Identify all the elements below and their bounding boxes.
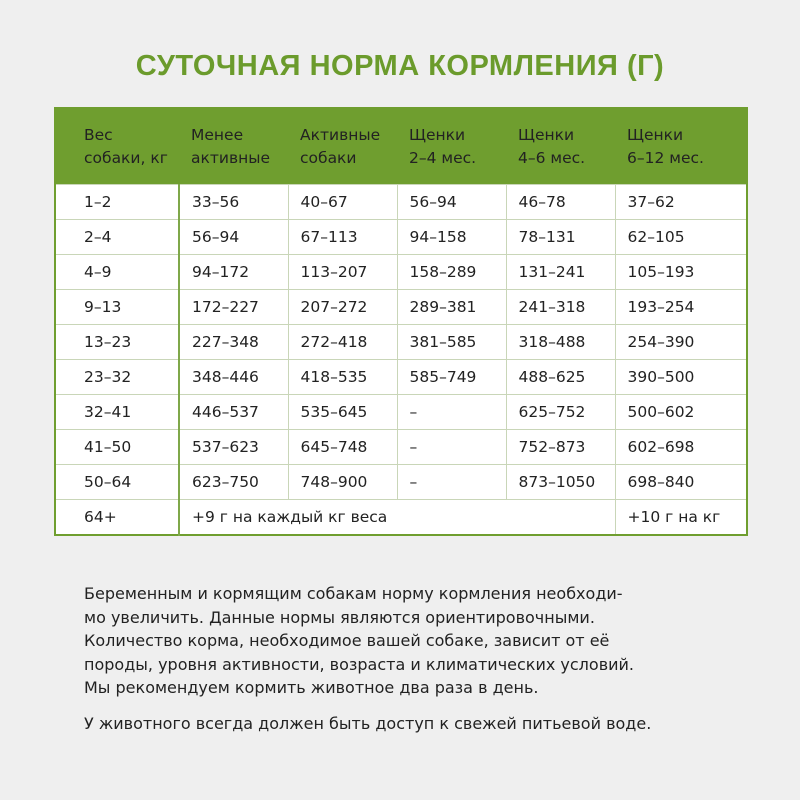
table-cell: 37–62 [614, 184, 748, 220]
header-line: активные [191, 148, 271, 167]
table-row: 64+ +9 г на каждый кг веса +10 г на кг [54, 499, 748, 536]
title: СУТОЧНАЯ НОРМА КОРМЛЕНИЯ (Г) [135, 50, 665, 82]
table-cell: 9–13 [54, 289, 180, 325]
table-cell: 390–500 [614, 359, 748, 395]
header-line: Активные [300, 125, 381, 144]
table-row: 4–9 94–172 113–207 158–289 131–241 105–193 [54, 254, 748, 290]
table-cell: 381–585 [396, 324, 507, 360]
table-cell: 254–390 [614, 324, 748, 360]
table-cell: 23–32 [54, 359, 180, 395]
table-row: 23–32 348–446 418–535 585–749 488–625 390–500 [54, 359, 748, 395]
table-cell: 488–625 [505, 359, 616, 395]
feeding-table: Вес собаки, кг Менее активные Активные собаки… [54, 107, 748, 536]
header-line: собаки [300, 148, 357, 167]
table-cell: 40–67 [287, 184, 398, 220]
table-cell: 623–750 [178, 464, 289, 500]
table-cell: 446–537 [178, 394, 289, 430]
header-cell: Активные собаки [288, 108, 397, 185]
table-cell: 1–2 [54, 184, 180, 220]
table-cell: 348–446 [178, 359, 289, 395]
table-cell: 94–172 [178, 254, 289, 290]
table-cell: 318–488 [505, 324, 616, 360]
table-cell: 67–113 [287, 219, 398, 255]
note-line: Количество корма, необходимое вашей соба… [84, 631, 610, 650]
note-line: породы, уровня активности, возраста и кл… [84, 654, 634, 674]
table-cell: 873–1050 [505, 464, 616, 500]
header-cell: Щенки 6–12 мес. [615, 108, 747, 185]
table-cell: 158–289 [396, 254, 507, 290]
header-cell: Щенки 2–4 мес. [397, 108, 506, 185]
table-cell: 13–23 [54, 324, 180, 360]
note-line: У животного всегда должен быть доступ к … [84, 713, 652, 733]
table-cell: 33–56 [178, 184, 289, 220]
note-line: Беременным и кормящим собакам норму корм… [84, 584, 623, 603]
table-cell: +10 г на кг [614, 499, 748, 536]
header-line: собаки, кг [84, 148, 168, 167]
table-row: 2–4 56–94 67–113 94–158 78–131 62–105 [54, 219, 748, 255]
table-cell: 46–78 [505, 184, 616, 220]
table-cell: – [396, 464, 507, 500]
table-cell: 241–318 [505, 289, 616, 325]
header-line: Щенки [627, 125, 684, 144]
note-paragraph: Беременным и кормящим собакам норму корм… [84, 582, 764, 700]
note-paragraph: У животного всегда должен быть доступ к … [84, 712, 764, 736]
table-cell: 56–94 [178, 219, 289, 255]
table-cell: 78–131 [505, 219, 616, 255]
table-cell: 535–645 [287, 394, 398, 430]
table-cell: – [396, 394, 507, 430]
header-line: Щенки [518, 125, 575, 144]
table-cell: 32–41 [54, 394, 180, 430]
table-cell: 56–94 [396, 184, 507, 220]
header-cell: Менее активные [179, 108, 288, 185]
header-line: Менее [191, 125, 244, 144]
table-row: 41–50 537–623 645–748–752–873 602–698 [54, 429, 748, 465]
notes: Беременным и кормящим собакам норму корм… [84, 582, 764, 747]
table-cell: 113–207 [287, 254, 398, 290]
note-line: Мы рекомендуем кормить животное два раза… [84, 678, 539, 697]
table-cell: +9 г на каждый кг веса [178, 499, 616, 536]
header-row: Вес собаки, кг Менее активные Активные собаки… [55, 108, 747, 185]
table-row: 13–23 227–348 272–418 381–585 318–488 254–390 [54, 324, 748, 360]
table-cell: 2–4 [54, 219, 180, 255]
table-row: 32–41 446–537 535–645–625–752 500–602 [54, 394, 748, 430]
table-cell: 4–9 [54, 254, 180, 290]
table-cell: – [396, 429, 507, 465]
note-line: мо увеличить. Данные нормы являются орие… [84, 607, 595, 627]
table-cell: 500–602 [614, 394, 748, 430]
table-row: 9–13 172–227 207–272 289–381 241–318 193–254 [54, 289, 748, 325]
table-cell: 698–840 [614, 464, 748, 500]
header-line: Вес [84, 125, 113, 144]
table-cell: 645–748 [287, 429, 398, 465]
table-cell: 418–535 [287, 359, 398, 395]
table-cell: 172–227 [178, 289, 289, 325]
table-cell: 585–749 [396, 359, 507, 395]
table-cell: 105–193 [614, 254, 748, 290]
header-line: 2–4 мес. [409, 148, 477, 167]
table-cell: 602–698 [614, 429, 748, 465]
table-cell: 62–105 [614, 219, 748, 255]
table-body: 1–2 33–56 40–67 56–94 46–78 37–62 2–4 56–94 67–1… [54, 184, 748, 536]
table-row: 50–64 623–750 748–900–873–1050 698–840 [54, 464, 748, 500]
header-cell: Щенки 4–6 мес. [506, 108, 615, 185]
table-cell: 41–50 [54, 429, 180, 465]
header-line: 6–12 мес. [627, 148, 704, 167]
table-cell: 752–873 [505, 429, 616, 465]
table-cell: 289–381 [396, 289, 507, 325]
table-cell: 94–158 [396, 219, 507, 255]
table-cell: 227–348 [178, 324, 289, 360]
header-line: Щенки [409, 125, 466, 144]
table-cell: 193–254 [614, 289, 748, 325]
table-cell: 207–272 [287, 289, 398, 325]
header-line: 4–6 мес. [518, 148, 586, 167]
table-row: 1–2 33–56 40–67 56–94 46–78 37–62 [54, 184, 748, 220]
table-cell: 50–64 [54, 464, 180, 500]
header-cell: Вес собаки, кг [55, 108, 179, 185]
table-cell: 537–623 [178, 429, 289, 465]
table-cell: 131–241 [505, 254, 616, 290]
table-cell: 64+ [54, 499, 180, 536]
table-cell: 625–752 [505, 394, 616, 430]
table-cell: 272–418 [287, 324, 398, 360]
table-cell: 748–900 [287, 464, 398, 500]
